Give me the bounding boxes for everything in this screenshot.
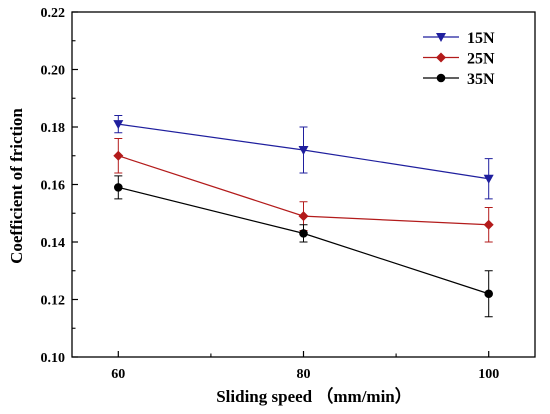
legend: 15N 25N 35N [423, 30, 495, 88]
series-layer [113, 115, 494, 318]
data-point [483, 219, 494, 230]
series-15N [113, 115, 494, 200]
ticks: 0.10 0.12 0.14 0.16 0.18 0.20 0.22 60 80 100 [41, 6, 500, 382]
y-axis-title: Coefficient of friction [7, 108, 26, 264]
data-point [299, 229, 308, 238]
data-point [114, 183, 123, 192]
series-35N [114, 175, 494, 318]
y-tick-label: 0.16 [41, 179, 66, 194]
legend-label: 35N [467, 71, 495, 88]
y-tick-label: 0.18 [41, 121, 66, 136]
x-axis-title: Sliding speed （mm/min） [216, 386, 412, 406]
x-tick-label: 80 [297, 367, 311, 382]
x-tick-label: 60 [111, 367, 125, 382]
legend-marker [436, 52, 446, 63]
plot-frame [71, 11, 536, 358]
data-point [483, 174, 494, 184]
legend-label: 25N [467, 51, 495, 68]
y-tick-label: 0.20 [41, 64, 66, 79]
legend-marker [436, 33, 446, 42]
legend-item-25N: 25N [423, 51, 495, 68]
y-tick-label: 0.22 [41, 6, 66, 21]
data-point [298, 211, 309, 222]
x-tick-label: 100 [478, 367, 499, 382]
legend-item-15N: 15N [423, 30, 495, 47]
axes [71, 11, 536, 358]
legend-marker [436, 73, 446, 83]
y-tick-label: 0.12 [41, 294, 66, 309]
legend-item-35N: 35N [423, 71, 495, 88]
y-tick-label: 0.10 [41, 351, 66, 366]
legend-label: 15N [467, 30, 495, 47]
data-point [113, 120, 124, 130]
data-point [484, 289, 494, 299]
y-tick-label: 0.14 [41, 236, 66, 251]
data-point [113, 150, 124, 161]
data-point [298, 146, 309, 155]
